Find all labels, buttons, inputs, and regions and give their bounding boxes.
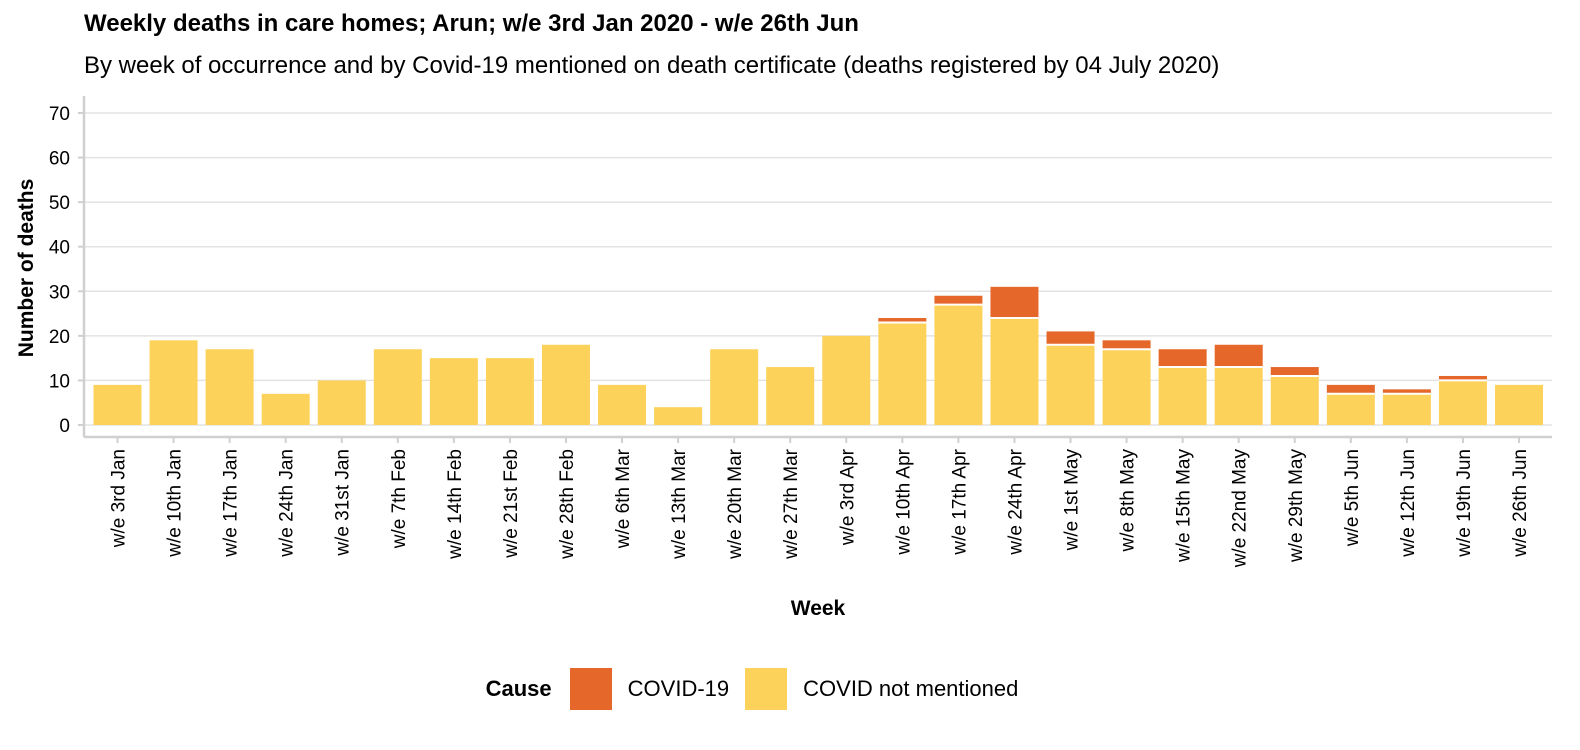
bar-not-mentioned-16 [990,318,1039,425]
bar-not-mentioned-7 [485,358,534,425]
x-tick-label-22: w/e 5th Jun [1342,449,1363,547]
x-tick-labels: w/e 3rd Jan w/e 10th Jan w/e 17th Jan w/e 2… [109,448,1532,568]
bar-covid-19 [1158,349,1207,368]
y-tick-label-40: 40 [49,238,70,259]
bar-covid-16 [990,286,1039,319]
bar-covid-21 [1270,367,1319,376]
bar-covid-15 [934,295,983,305]
bar-not-mentioned-9 [598,384,647,425]
x-tick-label-1: w/e 10th Jan [165,449,186,558]
x-tick-label-12: w/e 27th Mar [781,448,802,559]
x-tick-label-11: w/e 20th Mar [725,448,746,559]
bar-not-mentioned-13 [822,335,871,425]
bar-not-mentioned-17 [1046,344,1095,425]
x-tick-label-10: w/e 13th Mar [669,448,690,559]
bar-not-mentioned-19 [1158,367,1207,425]
bar-not-mentioned-11 [710,349,759,425]
y-tick-label-30: 30 [49,282,70,303]
bar-not-mentioned-15 [934,304,983,425]
bar-not-mentioned-10 [654,407,703,425]
x-tick-label-23: w/e 12th Jun [1398,449,1419,558]
bar-not-mentioned-1 [149,340,198,425]
bar-not-mentioned-8 [541,344,590,425]
legend-key-covid [569,668,612,710]
bar-not-mentioned-18 [1102,349,1151,425]
x-tick-label-4: w/e 31st Jan [333,449,354,557]
y-tick-label-10: 10 [49,371,70,392]
y-tick-labels: 0 10 20 30 40 50 60 70 [49,104,70,437]
bar-not-mentioned-14 [878,322,927,425]
legend-label-not-mentioned: COVID not mentioned [803,676,1019,701]
legend-title: Cause [485,676,552,701]
legend: Cause COVID-19 COVID not mentioned [0,668,1580,710]
y-axis-title: Number of deaths [15,179,38,358]
x-tick-label-3: w/e 24th Jan [277,449,298,558]
x-tick-label-21: w/e 29th May [1286,449,1307,563]
x-tick-label-5: w/e 7th Feb [389,449,410,549]
bars [93,286,1543,425]
chart-title: Weekly deaths in care homes; Arun; w/e 3… [84,10,859,37]
bar-not-mentioned-5 [373,349,422,425]
x-tick-label-17: w/e 1st May [1062,449,1083,552]
x-tick-label-13: w/e 3rd Apr [837,448,858,546]
x-tick-label-9: w/e 6th Mar [613,448,634,549]
x-tick-label-16: w/e 24th Apr [1005,448,1026,555]
bar-not-mentioned-0 [93,384,142,425]
bar-not-mentioned-25 [1495,384,1543,425]
axes [78,96,1552,443]
bar-not-mentioned-3 [261,393,310,425]
bar-covid-14 [878,318,927,323]
legend-key-not-mentioned [745,668,788,710]
x-axis-title: Week [791,597,846,620]
bar-covid-17 [1046,331,1095,345]
y-tick-label-0: 0 [59,416,70,437]
bar-not-mentioned-4 [317,380,366,425]
bar-not-mentioned-20 [1214,367,1263,425]
bar-covid-22 [1326,384,1375,394]
bar-not-mentioned-23 [1382,393,1431,425]
bar-not-mentioned-22 [1326,393,1375,425]
chart-subtitle: By week of occurrence and by Covid-19 me… [84,52,1220,79]
x-tick-label-20: w/e 22nd May [1230,449,1251,569]
bar-covid-23 [1382,389,1431,394]
y-tick-label-50: 50 [49,193,70,214]
bar-not-mentioned-12 [766,367,815,425]
x-tick-label-19: w/e 15th May [1174,449,1195,563]
x-tick-label-0: w/e 3rd Jan [109,449,130,548]
y-tick-label-60: 60 [49,149,70,170]
x-tick-label-18: w/e 8th May [1118,449,1139,553]
x-tick-label-8: w/e 28th Feb [557,449,578,560]
x-tick-label-25: w/e 26th Jun [1510,449,1531,558]
bar-covid-18 [1102,340,1151,350]
bar-covid-20 [1214,344,1263,368]
bar-covid-24 [1438,375,1487,381]
x-tick-label-2: w/e 17th Jan [221,449,242,558]
x-tick-label-7: w/e 21st Feb [501,449,522,559]
y-tick-label-70: 70 [49,104,70,125]
legend-label-covid: COVID-19 [627,676,730,701]
bar-not-mentioned-6 [429,358,478,425]
x-tick-label-24: w/e 19th Jun [1454,449,1475,558]
bar-not-mentioned-2 [205,349,254,425]
x-tick-label-15: w/e 17th Apr [949,448,970,555]
bar-not-mentioned-24 [1438,380,1487,425]
grid-lines [84,112,1552,426]
y-tick-label-20: 20 [49,327,70,348]
bar-not-mentioned-21 [1270,375,1319,425]
x-tick-label-6: w/e 14th Feb [445,449,466,560]
x-tick-label-14: w/e 10th Apr [893,448,914,555]
